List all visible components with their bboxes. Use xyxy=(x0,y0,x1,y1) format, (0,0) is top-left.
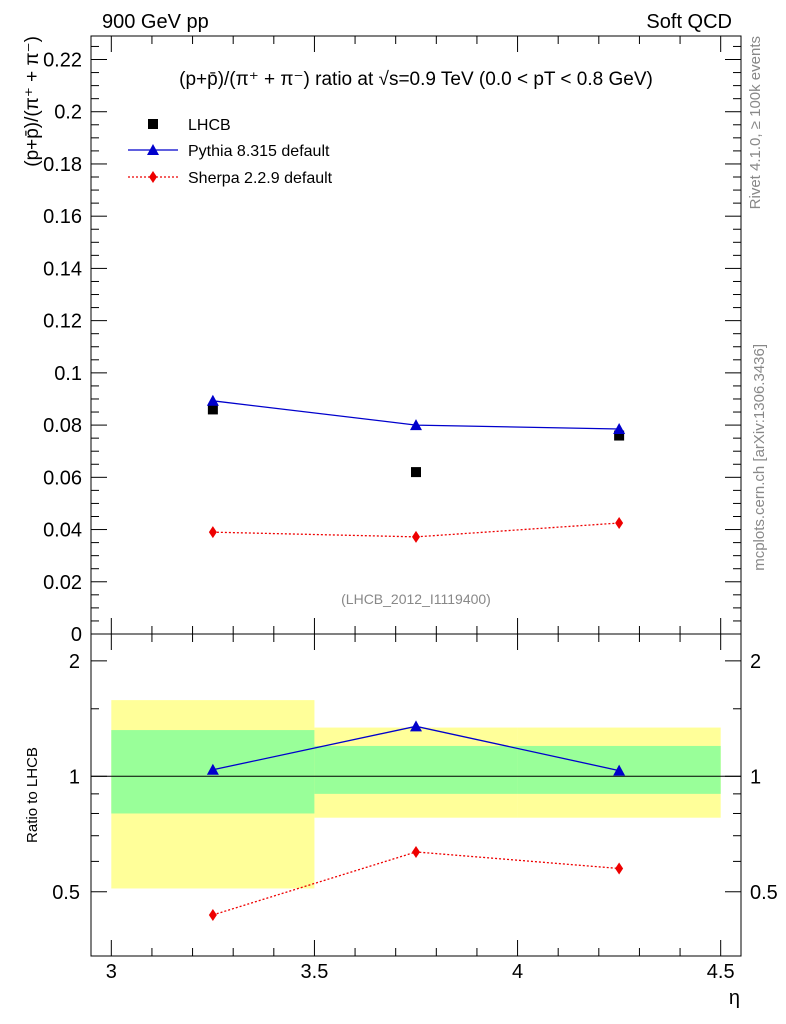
main-y-axis-label: (p+p̄)/(π⁺ + π⁻) xyxy=(22,36,43,167)
header-left-label: 900 GeV pp xyxy=(102,11,209,33)
ratio-y-tick-label-right: 1 xyxy=(750,766,761,788)
ratio-pythia-marker xyxy=(613,764,626,776)
lhcb-data-point xyxy=(614,430,625,441)
main-y-tick-label: 0.12 xyxy=(43,311,82,333)
pythia-marker xyxy=(206,394,219,406)
header-right-label: Soft QCD xyxy=(646,11,732,33)
main-y-tick-label: 0.1 xyxy=(54,363,82,385)
main-y-tick-label: 0.14 xyxy=(43,258,82,280)
lhcb-data-point xyxy=(207,404,218,415)
main-y-tick-label: 0 xyxy=(71,624,82,646)
ratio-sherpa-marker xyxy=(208,908,217,921)
main-y-tick-labels: 0 0.02 0.04 0.06 0.08 0.1 0.12 0.14 0.16 0.18 0.2 0… xyxy=(43,50,82,646)
analysis-watermark: (LHCB_2012_I1119400) xyxy=(341,591,491,607)
lhcb-data-point xyxy=(411,467,421,478)
main-y-tick-label: 0.06 xyxy=(43,467,82,489)
x-tick-label: 4.5 xyxy=(707,961,735,983)
x-tick-label: 3.5 xyxy=(301,961,329,983)
main-y-tick-label: 0.16 xyxy=(43,206,82,228)
main-y-tick-label: 0.04 xyxy=(43,520,82,542)
pythia-marker xyxy=(613,423,626,435)
main-y-tick-label: 0.18 xyxy=(43,154,82,176)
legend-lhcb-marker xyxy=(148,119,158,129)
ratio-pythia-marker xyxy=(206,763,219,775)
ratio-sherpa-marker xyxy=(412,845,420,858)
ratio-ticks xyxy=(91,634,741,956)
legend-entry-label: Pythia 8.315 default xyxy=(188,143,330,160)
ratio-series xyxy=(206,720,626,921)
x-tick-label: 3 xyxy=(106,961,117,983)
main-series xyxy=(206,394,626,543)
ratio-pythia-marker xyxy=(410,720,422,732)
legend: LHCB Pythia 8.315 default Sherpa 2.2.9 def… xyxy=(128,117,333,187)
main-y-tick-label: 0.02 xyxy=(43,572,82,594)
ratio-frame xyxy=(90,633,742,957)
x-axis-label: η xyxy=(729,987,740,1009)
x-tick-label: 4 xyxy=(512,961,523,983)
ratio-y-tick-label-right: 0.5 xyxy=(750,882,778,904)
pythia-marker xyxy=(410,419,422,431)
main-y-tick-label: 0.08 xyxy=(43,415,82,437)
sherpa-marker xyxy=(412,530,420,543)
ratio-y-tick-label-right: 2 xyxy=(750,651,761,673)
mcplots-label: mcplots.cern.ch [arXiv:1306.3436] xyxy=(751,344,768,571)
ratio-band-inner xyxy=(314,745,518,794)
x-tick-labels: 3 3.5 4 4.5 xyxy=(106,961,735,983)
ratio-y-tick-label-left: 0.5 xyxy=(52,882,80,904)
ratio-y-tick-labels: 0.5 0.5 1 1 2 2 xyxy=(52,651,778,904)
main-panel: 0 0.02 0.04 0.06 0.08 0.1 0.12 0.14 0.16 0.18 0.2 0… xyxy=(22,35,742,646)
main-y-tick-label: 0.22 xyxy=(43,50,82,72)
legend-sherpa-marker xyxy=(149,171,157,183)
ratio-sherpa-marker xyxy=(615,862,624,875)
plot-title: (p+p̄)/(π⁺ + π⁻) ratio at √s=0.9 TeV (0.… xyxy=(179,69,653,90)
rivet-label: Rivet 4.1.0, ≥ 100k events xyxy=(747,36,764,209)
main-y-tick-label: 0.2 xyxy=(54,102,82,124)
main-x-ticks xyxy=(110,36,722,634)
main-y-ticks xyxy=(91,45,741,635)
legend-pythia-marker xyxy=(147,144,159,155)
ratio-panel: 0.5 0.5 1 1 2 2 3 3.5 4 4.5 Ratio to LHCB η xyxy=(24,633,778,1009)
legend-entry-label: Sherpa 2.2.9 default xyxy=(188,170,333,187)
ratio-bands xyxy=(111,700,721,889)
sherpa-marker xyxy=(615,517,624,530)
legend-entry-label: LHCB xyxy=(188,117,231,134)
sherpa-marker xyxy=(208,526,217,539)
ratio-y-tick-label-left: 2 xyxy=(69,651,80,673)
ratio-y-axis-label: Ratio to LHCB xyxy=(24,747,41,843)
ratio-y-tick-label-left: 1 xyxy=(69,766,80,788)
